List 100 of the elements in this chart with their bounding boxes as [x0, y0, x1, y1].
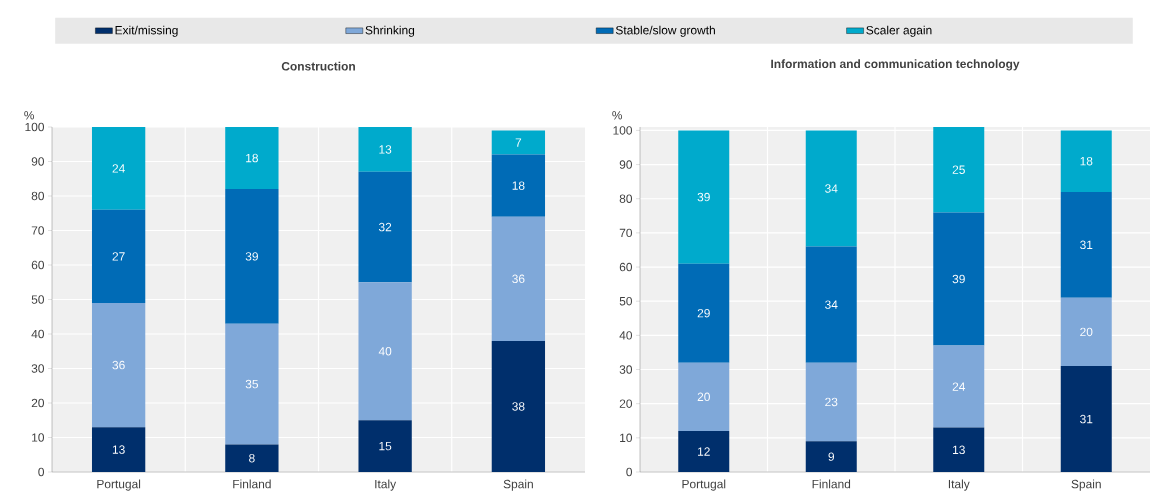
- bar: [805, 246, 857, 363]
- y-tick-label: 10: [32, 433, 45, 442]
- bar: [225, 323, 279, 445]
- y-tick-label: 20: [619, 399, 633, 408]
- data-label: 39: [245, 252, 258, 261]
- data-label: 36: [512, 274, 525, 284]
- y-tick-label: 30: [31, 364, 45, 373]
- data-label: 8: [249, 453, 255, 463]
- bar: [1060, 366, 1112, 472]
- y-tick-label: 50: [31, 295, 45, 304]
- y-tick-label: 50: [619, 296, 633, 306]
- bar: [225, 444, 279, 472]
- bar: [678, 362, 730, 432]
- y-axis-title: %: [24, 111, 35, 120]
- data-label: 39: [952, 274, 965, 284]
- bar: [358, 127, 412, 172]
- data-label: 31: [1080, 240, 1093, 250]
- chart-title: Information and communication technology: [771, 59, 1020, 71]
- bar: [358, 420, 412, 472]
- data-label: 20: [1080, 327, 1093, 337]
- data-label: 18: [1080, 156, 1093, 166]
- bar: [1060, 297, 1112, 367]
- bar: [1060, 191, 1112, 298]
- bar: [358, 282, 412, 421]
- data-label: 31: [1080, 414, 1093, 424]
- y-tick-label: 60: [619, 262, 633, 272]
- bar: [91, 127, 146, 210]
- y-axis-title: %: [612, 111, 623, 120]
- y-tick-label: 20: [31, 398, 45, 408]
- x-tick-label: Portugal: [97, 479, 141, 491]
- x-tick-label: Italy: [948, 479, 970, 491]
- y-tick-label: 0: [38, 467, 45, 477]
- bar: [491, 130, 546, 155]
- x-tick-label: Finland: [233, 479, 271, 489]
- data-label: 25: [952, 165, 965, 174]
- bar: [678, 130, 730, 264]
- bar: [933, 427, 985, 472]
- bar: [933, 127, 985, 213]
- y-tick-label: 100: [25, 122, 45, 132]
- bar: [358, 171, 412, 283]
- x-tick-label: Portugal: [682, 479, 726, 491]
- bar: [491, 216, 546, 341]
- bar: [225, 189, 279, 324]
- bar: [91, 302, 146, 428]
- data-label: 38: [512, 402, 525, 411]
- y-tick-label: 70: [619, 228, 633, 238]
- legend-label: Scaler again: [866, 25, 932, 37]
- legend-label: Shrinking: [365, 25, 415, 37]
- bar: [805, 441, 857, 472]
- y-tick-label: 80: [619, 194, 633, 203]
- data-label: 39: [697, 192, 710, 202]
- data-label: 20: [697, 392, 710, 402]
- bar: [678, 263, 730, 363]
- bar: [933, 345, 985, 428]
- y-tick-label: 30: [619, 365, 633, 374]
- y-tick-label: 90: [31, 157, 45, 166]
- y-tick-label: 40: [31, 329, 45, 339]
- data-label: 34: [825, 184, 838, 193]
- data-label: 34: [825, 300, 838, 309]
- bar: [678, 431, 730, 472]
- data-label: 27: [112, 252, 125, 261]
- data-label: 36: [112, 360, 125, 370]
- bar: [805, 362, 857, 442]
- y-tick-label: 70: [31, 226, 45, 235]
- bar: [491, 154, 546, 217]
- bar: [491, 340, 546, 472]
- data-label: 24: [112, 164, 125, 173]
- y-tick-label: 80: [31, 191, 45, 201]
- data-label: 7: [515, 138, 522, 147]
- chart-title: Construction: [281, 61, 355, 71]
- data-label: 13: [112, 445, 125, 454]
- y-tick-label: 10: [620, 433, 633, 443]
- data-label: 29: [697, 308, 710, 318]
- y-tick-label: 90: [619, 160, 633, 169]
- x-tick-label: Spain: [503, 479, 533, 491]
- data-label: 35: [245, 379, 259, 389]
- legend-label: Exit/missing: [115, 25, 178, 37]
- bar: [225, 127, 279, 190]
- y-tick-label: 40: [619, 331, 633, 340]
- y-tick-label: 0: [626, 467, 633, 477]
- data-label: 18: [246, 153, 258, 163]
- bar: [805, 130, 857, 247]
- y-tick-label: 60: [31, 260, 45, 270]
- y-tick-label: 100: [613, 126, 633, 135]
- data-label: 13: [953, 445, 965, 455]
- bar: [91, 427, 146, 472]
- legend-label: Stable/slow growth: [615, 25, 715, 37]
- x-tick-label: Finland: [812, 479, 851, 489]
- data-label: 13: [379, 145, 392, 154]
- data-label: 24: [952, 382, 966, 391]
- data-label: 15: [379, 441, 392, 451]
- data-label: 12: [698, 447, 710, 456]
- data-label: 32: [378, 222, 392, 232]
- x-tick-label: Spain: [1071, 479, 1101, 491]
- bar: [91, 209, 146, 303]
- data-label: 23: [825, 397, 838, 407]
- bar: [1060, 130, 1112, 192]
- data-label: 18: [512, 181, 525, 190]
- data-label: 40: [378, 347, 392, 356]
- x-tick-label: Italy: [375, 479, 397, 491]
